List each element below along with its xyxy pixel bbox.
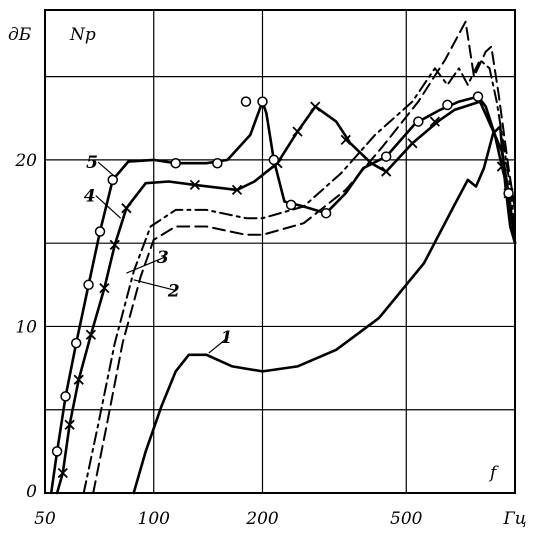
- circle-marker-series-5: [472, 91, 484, 102]
- circle-marker-series-5: [240, 96, 252, 107]
- circle-marker-series-5: [212, 157, 223, 169]
- cross-marker-series-4: [57, 467, 68, 479]
- cross-marker-series-4: [429, 116, 440, 127]
- leader-line: [133, 279, 176, 292]
- cross-marker-series-4: [189, 179, 201, 191]
- y-axis-unit: дБ: [8, 25, 32, 45]
- circle-marker-series-5: [503, 187, 514, 199]
- x-tick-label: 500: [390, 509, 423, 529]
- curve-label-3: 3: [157, 248, 169, 268]
- circle-marker-series-5: [170, 157, 181, 169]
- y-tick-label: 20: [14, 151, 37, 171]
- markers: [51, 91, 514, 479]
- curve-label-1: 1: [220, 328, 232, 348]
- cross-marker-series-4: [381, 166, 392, 177]
- circle-marker-series-5: [268, 154, 280, 166]
- leader-line: [126, 256, 165, 274]
- x-tick-label: 100: [138, 509, 171, 529]
- x-axis-unit: Гц: [502, 509, 526, 529]
- curve-label-4: 4: [84, 187, 96, 207]
- cross-marker-series-4: [292, 126, 303, 137]
- circle-marker-series-5: [413, 116, 424, 127]
- leader-line: [208, 336, 229, 354]
- circle-marker-series-5: [94, 226, 106, 237]
- y-axis-symbol: Np: [69, 25, 96, 45]
- circle-marker-series-5: [257, 96, 268, 107]
- x-tick-label: 200: [245, 509, 279, 529]
- curve-label-2: 2: [167, 281, 180, 301]
- series-line-2: [92, 20, 516, 494]
- grid: [44, 9, 516, 494]
- cross-marker-series-4: [310, 101, 321, 112]
- y-tick-label: 0: [26, 482, 37, 502]
- cross-marker-series-4: [121, 203, 132, 214]
- cross-marker-series-4: [407, 138, 418, 149]
- circle-marker-series-5: [83, 279, 94, 291]
- cross-marker-series-4: [231, 184, 243, 196]
- series-line-1: [132, 125, 517, 495]
- series-line-4: [55, 100, 517, 495]
- cross-marker-series-4: [109, 239, 120, 250]
- x-tick-label: 50: [34, 509, 56, 529]
- circle-marker-series-5: [442, 99, 453, 111]
- plot-frame: [44, 9, 516, 494]
- circle-marker-series-5: [51, 446, 63, 457]
- curve-label-5: 5: [86, 153, 98, 173]
- cross-marker-series-4: [99, 283, 110, 294]
- leader-line: [97, 161, 116, 178]
- circle-marker-series-5: [60, 391, 71, 402]
- cross-marker-series-4: [340, 134, 351, 146]
- label-leaders: [95, 161, 229, 354]
- circle-marker-series-5: [70, 337, 82, 349]
- circle-marker-series-5: [107, 174, 118, 186]
- labels: 50 100 200 500 0 10 20 дБ Np f Гц 1 2 3 4 5: [8, 25, 527, 529]
- series-line-3: [82, 59, 516, 494]
- circle-marker-series-5: [320, 207, 332, 219]
- circle-marker-series-5: [285, 199, 297, 211]
- circle-marker-series-5: [380, 151, 392, 162]
- y-tick-label: 10: [15, 317, 37, 337]
- cross-marker-series-4: [64, 419, 75, 430]
- leader-line: [95, 195, 122, 219]
- cross-marker-series-4: [85, 329, 97, 340]
- curves: [49, 20, 517, 495]
- x-axis-symbol: f: [488, 463, 499, 483]
- cross-marker-series-4: [73, 374, 84, 385]
- cross-marker-series-4: [496, 161, 508, 172]
